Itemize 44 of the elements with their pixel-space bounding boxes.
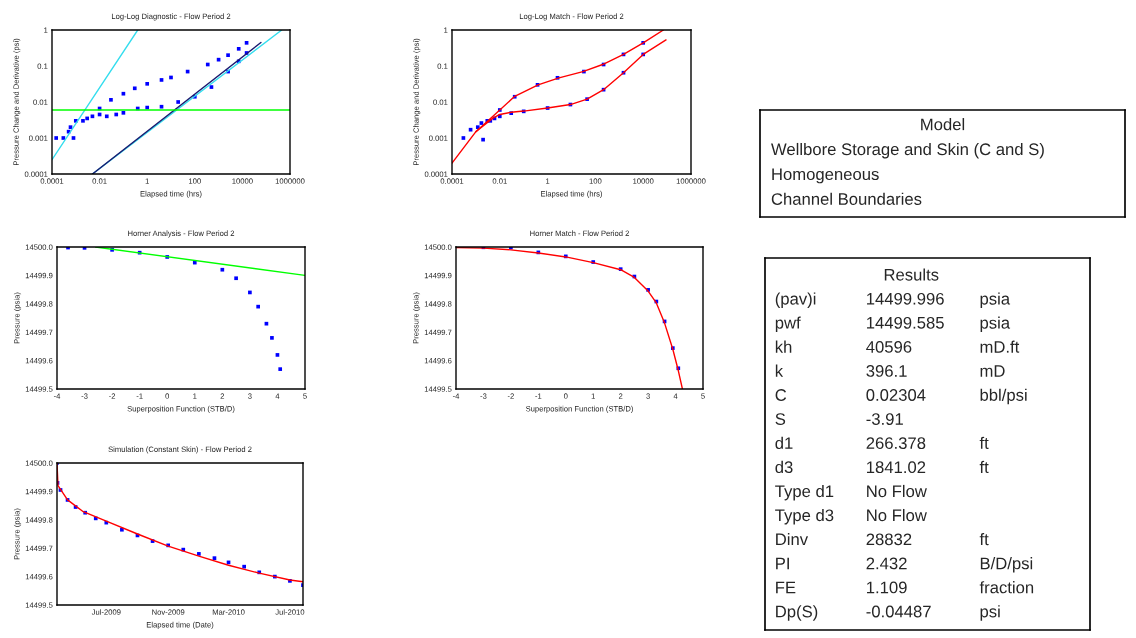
- category-label: B/D/psi: [980, 557, 1033, 573]
- category-label: mD.ft: [980, 340, 1020, 353]
- text: 1.109: [867, 581, 907, 594]
- category-label: PI: [776, 557, 789, 570]
- category-label: Type d1: [775, 484, 834, 501]
- category-label: psia: [980, 292, 1011, 308]
- category-label: ft: [979, 436, 989, 449]
- category-label: ft: [979, 533, 989, 546]
- category-label: fraction: [979, 581, 1034, 594]
- text: 28832: [866, 533, 912, 546]
- category-label: psi: [980, 605, 1000, 621]
- text: No Flow: [867, 484, 927, 498]
- text: 2.432: [866, 557, 907, 570]
- category-label: d1: [775, 436, 793, 450]
- text: 14499.585: [867, 316, 944, 329]
- text: 14499.996: [867, 292, 944, 305]
- category-label: psia: [980, 316, 1011, 333]
- category-label: Dp(S): [776, 605, 818, 621]
- text: -0.04487: [866, 605, 931, 618]
- category-label: S: [775, 413, 786, 425]
- text: Model: [921, 118, 965, 131]
- text: 0.02304: [866, 389, 926, 401]
- category-label: (pav)i: [775, 292, 816, 308]
- category-label: Dinv: [776, 533, 809, 546]
- text: No Flow: [867, 508, 927, 522]
- text: Homogeneous: [772, 168, 879, 184]
- category-label: kh: [775, 340, 792, 353]
- text: Channel Boundaries: [771, 192, 922, 205]
- category-label: pwf: [775, 316, 801, 333]
- text: 396.1: [866, 365, 907, 377]
- text: 1841.02: [867, 461, 926, 474]
- category-label: Type d3: [775, 508, 834, 525]
- text: 40596: [866, 340, 912, 353]
- text: -3.91: [866, 413, 903, 425]
- category-label: k: [775, 364, 784, 377]
- category-label: FE: [776, 581, 796, 594]
- text: 266.378: [866, 437, 926, 450]
- category-label: bbl/psi: [980, 388, 1027, 405]
- text: Wellbore Storage and Skin (C and S): [771, 142, 1044, 159]
- category-label: C: [775, 389, 787, 401]
- category-label: ft: [979, 460, 989, 474]
- category-label: d3: [775, 460, 793, 474]
- category-label: mD: [980, 365, 1005, 377]
- text: Results: [884, 268, 939, 281]
